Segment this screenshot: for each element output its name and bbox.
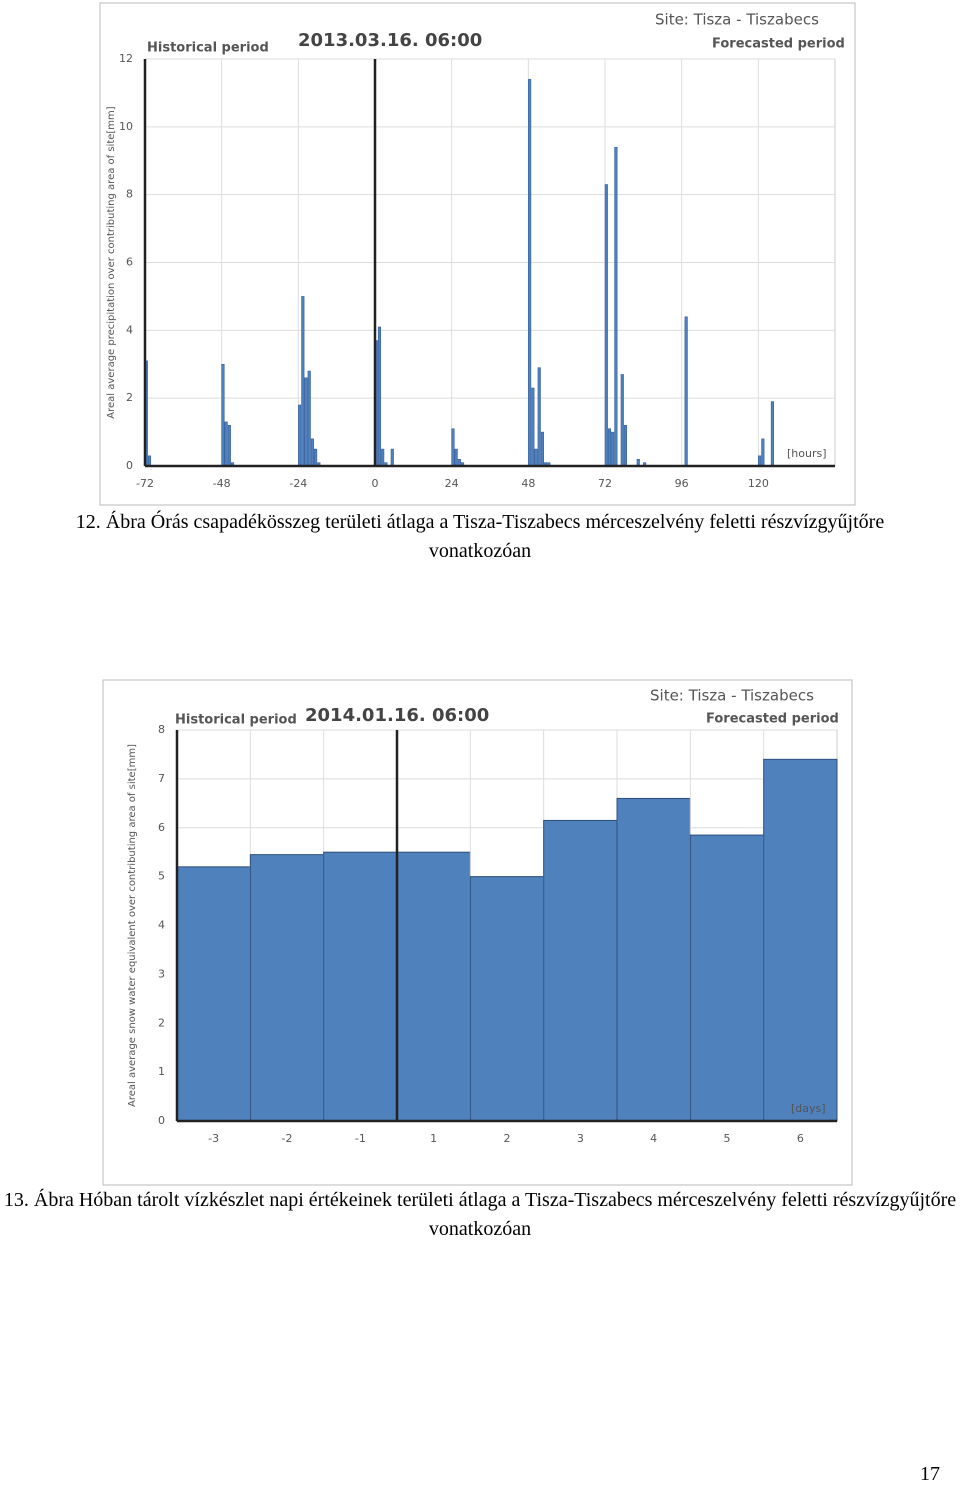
- bar: [323, 851, 398, 1122]
- y-axis-label: Areal average snow water equivalent over…: [127, 744, 138, 1107]
- date: 2013.03.16. 06:00: [298, 30, 482, 51]
- bar: [377, 326, 382, 467]
- caption: 12. Ábra Órás csapadékösszeg területi át…: [75, 511, 885, 562]
- y-tick-label: 6: [158, 821, 165, 834]
- y-tick-label: 10: [119, 120, 133, 133]
- bar: [614, 146, 618, 467]
- caption: 13. Ábra Hóban tárolt vízkészlet napi ér…: [3, 1189, 957, 1240]
- bar: [454, 448, 458, 467]
- header: Historical period: [175, 713, 297, 728]
- bar: [616, 797, 691, 1122]
- bar: [531, 387, 535, 467]
- bar: [543, 819, 618, 1122]
- y-tick-label: 8: [158, 723, 165, 736]
- bar: [758, 455, 762, 467]
- bar: [534, 448, 538, 467]
- x-tick-label: 96: [675, 477, 689, 490]
- y-tick-label: 12: [119, 52, 133, 65]
- site: Site: Tisza - Tiszabecs: [655, 11, 819, 29]
- x-tick-label: 5: [724, 1132, 731, 1145]
- subheader: Forecasted period: [706, 712, 839, 727]
- bar: [147, 455, 152, 467]
- unit-label: [days]: [791, 1102, 826, 1115]
- bar: [304, 377, 308, 467]
- header: Historical period: [147, 41, 269, 56]
- bar: [451, 428, 455, 467]
- bar: [611, 431, 615, 467]
- x-tick-label: 1: [430, 1132, 437, 1145]
- bar: [396, 851, 471, 1122]
- x-tick-label: -24: [289, 477, 307, 490]
- date: 2014.01.16. 06:00: [305, 705, 489, 726]
- y-tick-label: 4: [158, 919, 165, 932]
- x-tick-label: 48: [521, 477, 535, 490]
- y-tick-label: 0: [126, 459, 133, 472]
- x-tick-label: -1: [355, 1132, 366, 1145]
- bar: [221, 364, 225, 467]
- y-tick-label: 5: [158, 870, 165, 883]
- site: Site: Tisza - Tiszabecs: [650, 687, 814, 705]
- bar: [604, 184, 608, 467]
- bar: [307, 370, 311, 467]
- bar: [537, 367, 541, 467]
- x-tick-label: -3: [208, 1132, 219, 1145]
- y-tick-label: 6: [126, 256, 133, 269]
- x-tick-label: 3: [577, 1132, 584, 1145]
- bar: [623, 425, 628, 467]
- x-tick-label: -72: [136, 477, 154, 490]
- bar: [310, 438, 314, 467]
- bar: [684, 316, 688, 467]
- x-tick-label: 2: [504, 1132, 511, 1145]
- bar: [540, 431, 544, 467]
- bar: [528, 79, 532, 467]
- bar: [761, 438, 765, 467]
- y-tick-label: 4: [126, 323, 133, 336]
- bar: [314, 448, 318, 467]
- bar: [607, 428, 612, 467]
- bar: [763, 758, 838, 1122]
- y-tick-label: 0: [158, 1114, 165, 1127]
- bar: [469, 876, 545, 1122]
- unit-label: [hours]: [787, 447, 827, 460]
- bar: [298, 404, 302, 467]
- x-tick-label: -48: [213, 477, 231, 490]
- bar: [390, 448, 394, 467]
- bar: [770, 401, 774, 467]
- x-tick-label: 0: [372, 477, 379, 490]
- bar: [224, 421, 228, 467]
- bar: [381, 448, 385, 467]
- page-number: 17: [920, 1463, 940, 1485]
- y-tick-label: 1: [158, 1065, 165, 1078]
- y-tick-label: 2: [158, 1016, 165, 1029]
- bar: [620, 374, 624, 467]
- x-tick-label: 6: [797, 1132, 804, 1145]
- y-tick-label: 7: [158, 772, 165, 785]
- bar: [249, 854, 325, 1122]
- subheader: Forecasted period: [712, 37, 845, 52]
- bar: [689, 834, 765, 1122]
- x-tick-label: 4: [650, 1132, 657, 1145]
- bar: [301, 296, 305, 467]
- y-axis-label: Areal average precipitation over contrib…: [106, 106, 117, 418]
- bar: [227, 425, 231, 467]
- x-tick-label: 120: [748, 477, 769, 490]
- x-tick-label: 24: [445, 477, 459, 490]
- y-tick-label: 8: [126, 188, 133, 201]
- x-tick-label: 72: [598, 477, 612, 490]
- bar: [176, 866, 251, 1122]
- y-tick-label: 3: [158, 967, 165, 980]
- x-tick-label: -2: [282, 1132, 293, 1145]
- y-tick-label: 2: [126, 391, 133, 404]
